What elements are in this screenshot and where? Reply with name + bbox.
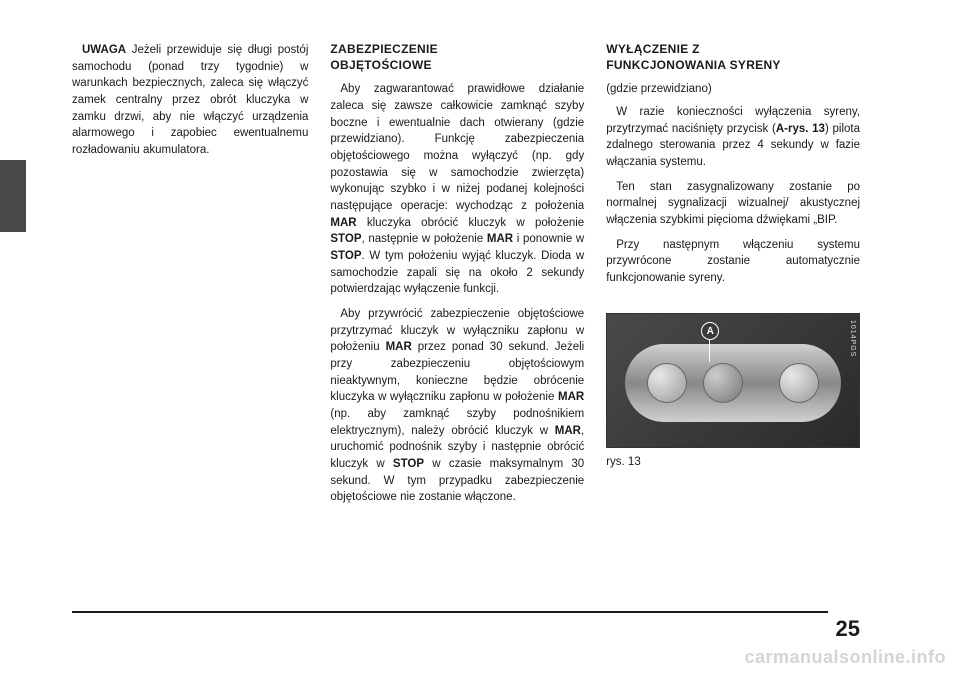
column-1: UWAGA Jeżeli przewiduje się długi postój… — [72, 42, 308, 514]
watermark: carmanualsonline.info — [744, 647, 946, 668]
key-fob-body — [625, 344, 841, 422]
col2-heading-l2: OBJĘTOŚCIOWE — [330, 58, 431, 72]
col2-paragraph-1: Aby zagwarantować prawidłowe działanie z… — [330, 81, 584, 298]
col1-p1-text: Jeżeli przewiduje się długi postój samoc… — [72, 44, 308, 156]
figure-code: 1014PGS — [847, 320, 857, 357]
key-button-middle — [703, 363, 743, 403]
col3-heading-l1: WYŁĄCZENIE Z — [606, 42, 700, 56]
key-button-left — [647, 363, 687, 403]
page-number: 25 — [836, 616, 860, 642]
col2-heading-l1: ZABEZPIECZENIE — [330, 42, 438, 56]
callout-line — [709, 340, 710, 362]
figure-caption: rys. 13 — [606, 454, 860, 471]
col3-subhead: (gdzie przewidziano) — [606, 81, 860, 98]
key-fob-illustration: A 1014PGS — [606, 313, 860, 448]
col3-heading: WYŁĄCZENIE Z FUNKCJONOWANIA SYRENY — [606, 42, 860, 73]
footer-rule — [72, 611, 828, 613]
uwaga-label: UWAGA — [82, 44, 126, 56]
col3-paragraph-2: Ten stan zasygnalizowany zostanie po nor… — [606, 179, 860, 229]
page-content: UWAGA Jeżeli przewiduje się długi postój… — [0, 0, 960, 514]
col3-paragraph-3: Przy następnym włączeniu systemu przywró… — [606, 237, 860, 287]
col3-paragraph-1: W razie konieczności wyłączenia syreny, … — [606, 104, 860, 171]
key-button-right — [779, 363, 819, 403]
callout-a: A — [701, 322, 719, 340]
figure-13: A 1014PGS rys. 13 — [606, 313, 860, 471]
col2-paragraph-2: Aby przywrócić zabezpieczenie objętościo… — [330, 306, 584, 506]
col3-heading-l2: FUNKCJONOWANIA SYRENY — [606, 58, 781, 72]
column-3: WYŁĄCZENIE Z FUNKCJONOWANIA SYRENY (gdzi… — [606, 42, 860, 514]
column-2: ZABEZPIECZENIE OBJĘTOŚCIOWE Aby zagwaran… — [330, 42, 584, 514]
chapter-tab — [0, 160, 26, 232]
col1-paragraph-1: UWAGA Jeżeli przewiduje się długi postój… — [72, 42, 308, 159]
col2-heading: ZABEZPIECZENIE OBJĘTOŚCIOWE — [330, 42, 584, 73]
